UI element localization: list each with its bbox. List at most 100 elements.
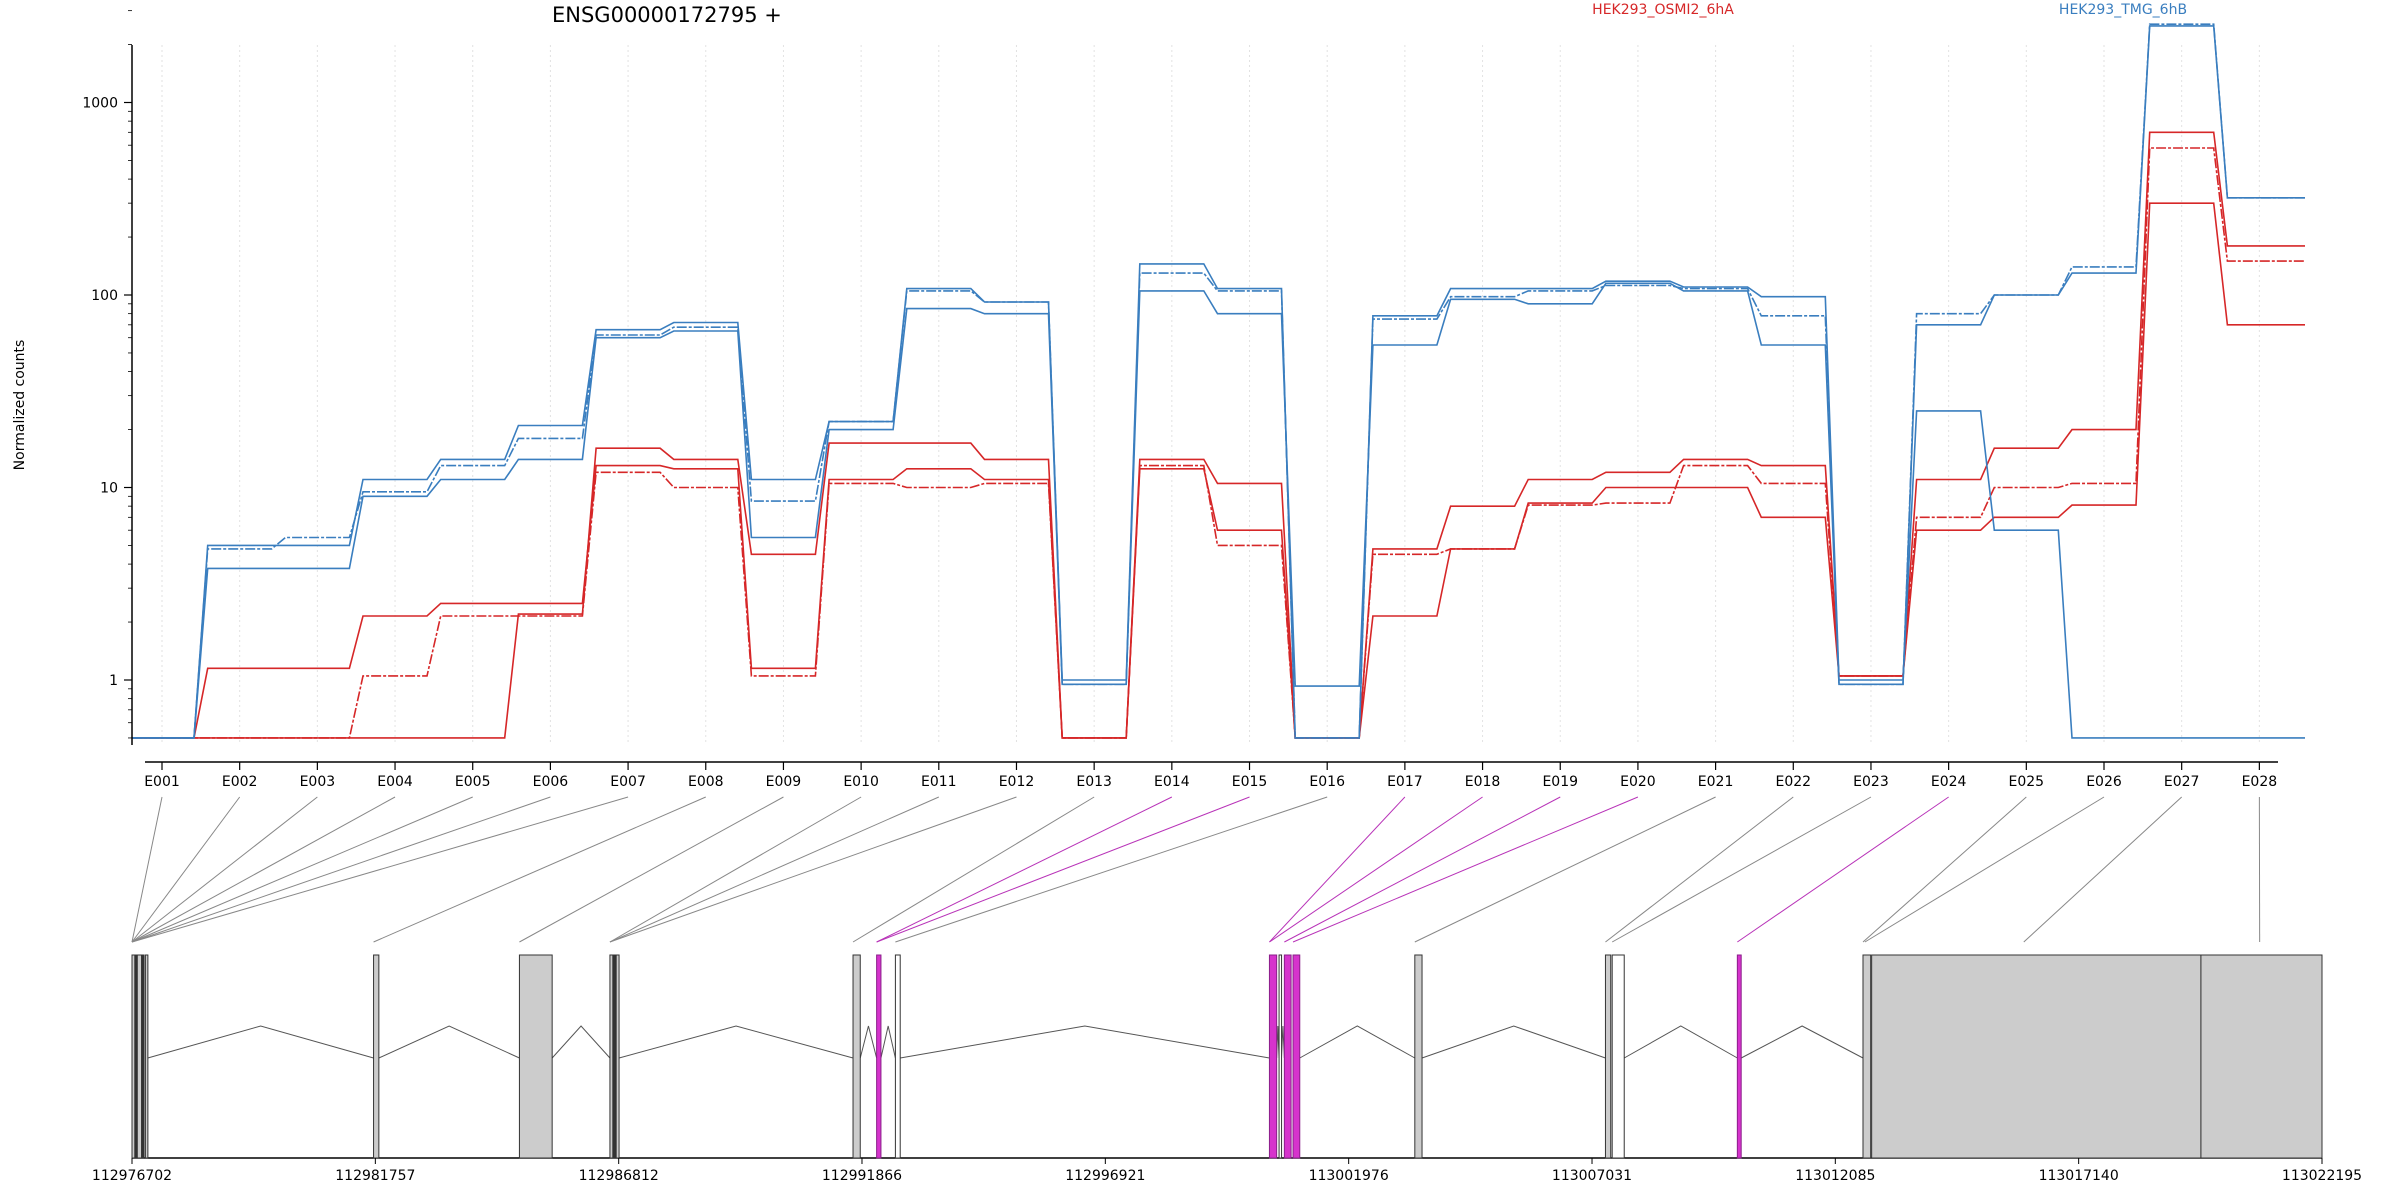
connector-e024	[1737, 796, 1949, 943]
x-tick-label-e023: E023	[1853, 774, 1889, 790]
intron-4	[859, 1025, 878, 1059]
genomic-tick-label: 113022195	[2282, 1168, 2362, 1184]
axis-layer: 1 10 100 1000 E001 E002 E003 E004 E005 E006 E007 E0…	[82, 10, 2278, 790]
y-tick-label-10: 10	[100, 481, 118, 497]
connector-e017	[1269, 796, 1406, 943]
series-line-0-rep-2	[132, 131, 2305, 739]
connector-e001	[131, 796, 163, 943]
x-tick-label-e016: E016	[1309, 774, 1345, 790]
x-tick-label-e005: E005	[455, 774, 491, 790]
exon	[1604, 954, 1612, 1159]
exon	[894, 954, 901, 1159]
intron-9	[1299, 1025, 1416, 1059]
grid-layer	[161, 45, 2260, 745]
x-tick-label-e028: E028	[2242, 774, 2278, 790]
exon	[134, 954, 138, 1159]
exon	[144, 954, 149, 1159]
genomic-tick-label: 112976702	[92, 1168, 172, 1184]
intron-5	[880, 1025, 896, 1059]
connector-e025	[1862, 796, 2027, 943]
connector-e014	[876, 796, 1173, 943]
y-tick-label-100: 100	[91, 288, 118, 304]
x-tick-label-e001: E001	[144, 774, 180, 790]
exon	[1278, 954, 1283, 1159]
x-tick-label-e011: E011	[921, 774, 957, 790]
y-tick-label-1: 1	[109, 673, 118, 689]
intron-3	[618, 1025, 854, 1059]
y-axis-label: Normalized counts	[12, 340, 28, 471]
connector-e005	[131, 796, 473, 943]
exon-highlighted	[876, 954, 882, 1159]
connector-e021	[1414, 796, 1716, 943]
x-tick-label-e022: E022	[1775, 774, 1811, 790]
x-tick-label-e010: E010	[843, 774, 879, 790]
connector-e011	[609, 796, 940, 943]
intron-12	[1740, 1025, 1864, 1059]
series-line-1-rep-0	[132, 25, 2305, 739]
connector-e012	[609, 796, 1017, 943]
chart-title: ENSG00000172795 +	[552, 3, 782, 27]
x-tick-label-e013: E013	[1076, 774, 1112, 790]
x-tick-label-e008: E008	[688, 774, 724, 790]
x-tick-label-e014: E014	[1154, 774, 1190, 790]
intron-2	[551, 1025, 611, 1059]
connector-e003	[131, 796, 318, 943]
genomic-tick-label: 113007031	[1552, 1168, 1632, 1184]
intron-0	[147, 1025, 374, 1059]
intron-6	[900, 1025, 1270, 1059]
exon	[1862, 954, 1872, 1159]
series-line-0-rep-1	[132, 147, 2305, 739]
connector-e015	[876, 796, 1250, 943]
connector-e006	[131, 796, 551, 943]
x-tick-label-e020: E020	[1620, 774, 1656, 790]
exon	[518, 954, 553, 1159]
genomic-tick-label: 112986812	[579, 1168, 659, 1184]
connector-e010	[609, 796, 862, 943]
legend-series-tmg: HEK293_TMG_6hB	[2059, 2, 2187, 18]
x-tick-label-e025: E025	[2009, 774, 2045, 790]
connector-e002	[131, 796, 241, 943]
connector-e026	[1864, 796, 2105, 943]
exon	[1611, 954, 1625, 1159]
connector-layer	[131, 796, 2261, 943]
x-tick-label-e017: E017	[1387, 774, 1423, 790]
intron-10	[1421, 1025, 1606, 1059]
exon-highlighted	[1268, 954, 1278, 1159]
x-tick-label-e018: E018	[1465, 774, 1501, 790]
text-layer: ENSG00000172795 + Normalized counts HEK2…	[12, 2, 2187, 470]
series-line-0-rep-0	[132, 202, 2305, 739]
series-layer	[132, 23, 2305, 739]
genomic-tick-label: 113017140	[2039, 1168, 2119, 1184]
gene-model: 112976702 112981757 112986812 112991866 1129…	[92, 954, 2362, 1184]
x-tick-label-e027: E027	[2164, 774, 2200, 790]
exon	[852, 954, 861, 1159]
genomic-tick-label: 113001976	[1309, 1168, 1389, 1184]
x-tick-label-e009: E009	[766, 774, 802, 790]
exon	[1414, 954, 1423, 1159]
series-line-1-rep-2	[132, 263, 2305, 739]
x-tick-label-e012: E012	[999, 774, 1035, 790]
exon	[1871, 954, 2202, 1159]
legend-series-osmi2: HEK293_OSMI2_6hA	[1592, 2, 1734, 18]
connector-e023	[1611, 796, 1872, 943]
exon-highlighted	[1736, 954, 1742, 1159]
genomic-tick-label: 113012085	[1795, 1168, 1875, 1184]
y-tick-label-1000: 1000	[82, 96, 118, 112]
exon	[373, 954, 380, 1159]
x-tick-label-e019: E019	[1542, 774, 1578, 790]
exon	[141, 954, 145, 1159]
x-tick-label-e015: E015	[1232, 774, 1268, 790]
x-tick-label-e026: E026	[2086, 774, 2122, 790]
x-tick-label-e006: E006	[533, 774, 569, 790]
exon-highlighted	[1292, 954, 1301, 1159]
connector-e007	[131, 796, 629, 943]
exon	[2200, 954, 2323, 1159]
exon-highlighted	[1283, 954, 1292, 1159]
x-tick-label-e004: E004	[377, 774, 413, 790]
connector-e027	[2023, 796, 2183, 943]
connector-e018	[1269, 796, 1483, 943]
x-tick-label-e024: E024	[1931, 774, 1967, 790]
exon	[612, 954, 617, 1159]
